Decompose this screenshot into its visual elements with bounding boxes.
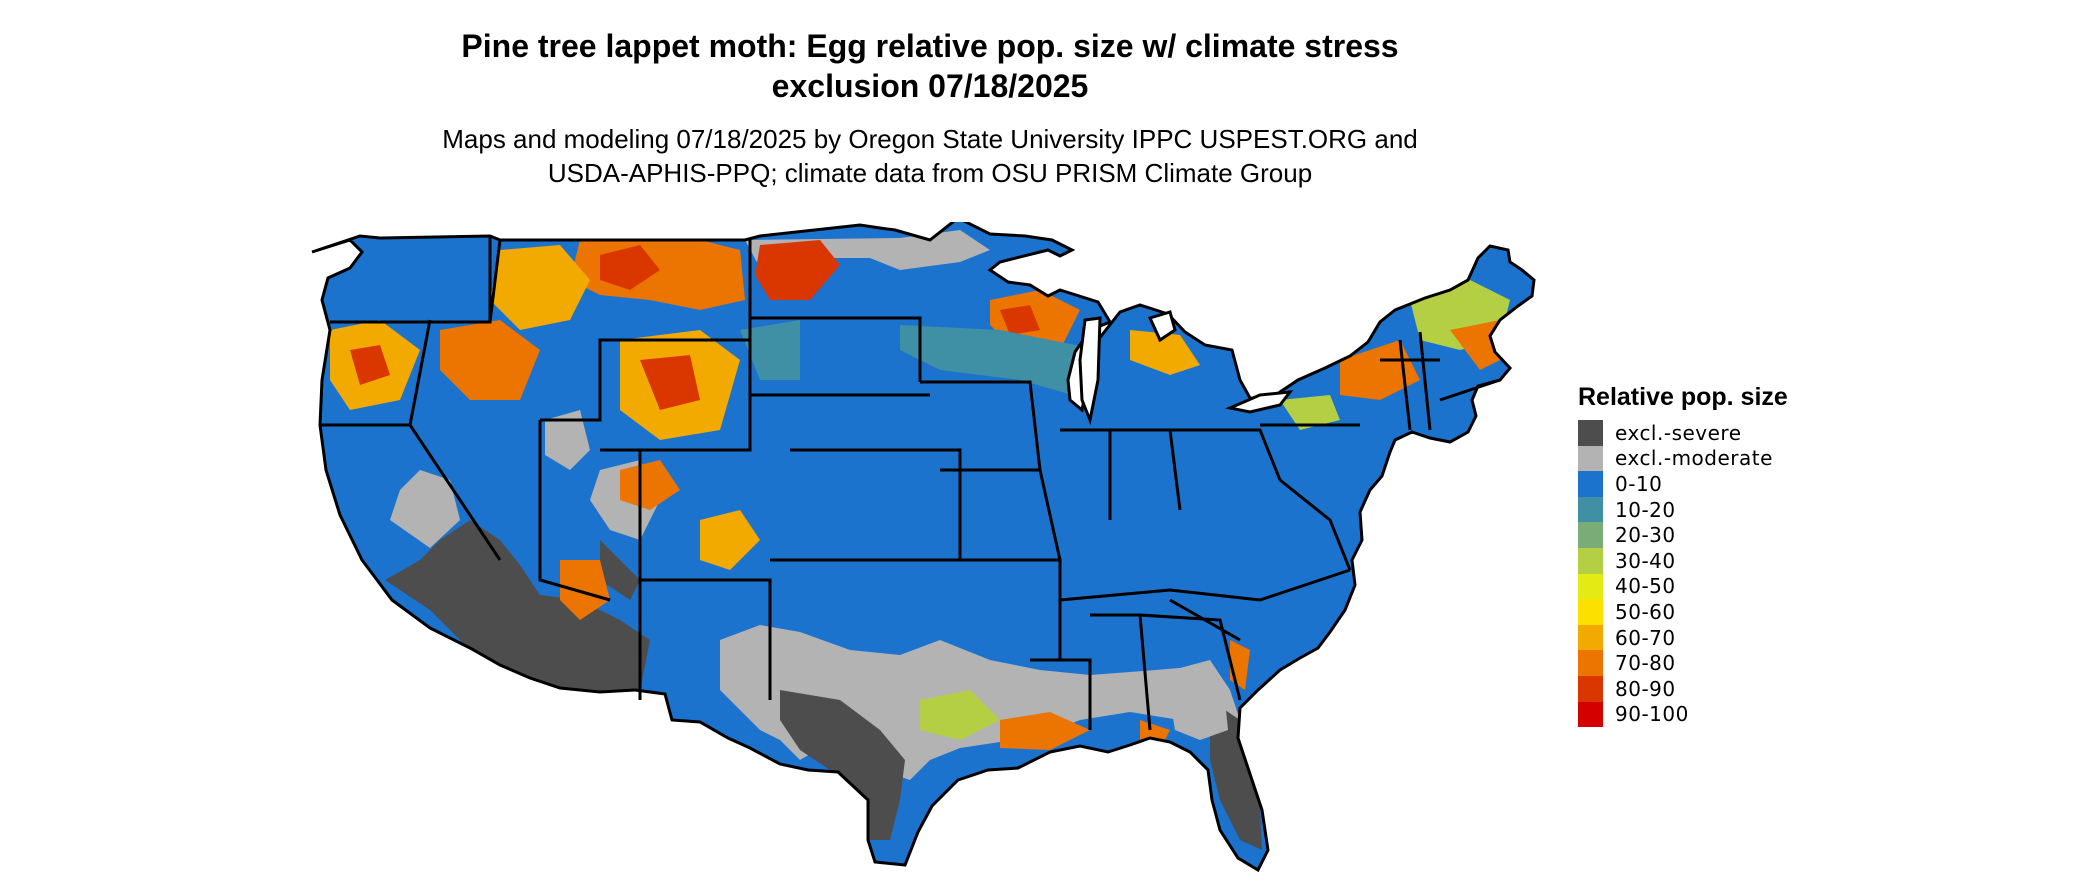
legend-label: 0-10 [1615,471,1663,496]
legend-swatch [1578,445,1603,472]
legend-swatch [1578,599,1603,625]
legend-swatch [1578,675,1603,702]
legend: Relative pop. size excl.-severe excl.-mod… [1578,380,1788,728]
legend-item: 50-60 [1578,599,1788,625]
legend-swatch [1578,420,1603,446]
map-subtitle-line-2: USDA-APHIS-PPQ; climate data from OSU PR… [547,158,1313,188]
legend-item: 60-70 [1578,624,1788,651]
legend-label: 20-30 [1615,523,1676,548]
legend-swatch [1578,496,1603,523]
map-title-line-2: exclusion 07/18/2025 [771,68,1089,104]
legend-swatch [1578,471,1603,497]
legend-item: 70-80 [1578,650,1788,676]
legend-label: 90-100 [1615,702,1689,727]
legend-item: 40-50 [1578,573,1788,600]
legend-item: 0-10 [1578,471,1788,497]
legend-label: 70-80 [1615,651,1676,676]
legend-label: 40-50 [1615,574,1676,599]
legend-item: excl.-severe [1578,420,1788,446]
legend-label: 30-40 [1615,548,1676,573]
great-lakes [1078,310,1294,426]
legend-swatch [1578,701,1603,728]
legend-item: excl.-moderate [1578,445,1788,472]
legend-items: excl.-severe excl.-moderate 0-10 10-20 20-30… [1578,420,1788,728]
map-subtitle-line-1: Maps and modeling 07/18/2025 by Oregon S… [442,124,1418,154]
legend-swatch [1578,522,1603,548]
us-map [310,222,1536,872]
legend-label: 10-20 [1615,497,1676,522]
suitability-areas [330,235,1520,750]
legend-swatch [1578,573,1603,600]
legend-label: 60-70 [1615,625,1676,650]
legend-item: 90-100 [1578,701,1788,728]
legend-label: excl.-moderate [1615,446,1773,471]
legend-label: 80-90 [1615,676,1676,701]
legend-item: 10-20 [1578,496,1788,523]
legend-label: 50-60 [1615,599,1676,624]
legend-swatch [1578,547,1603,574]
legend-title: Relative pop. size [1578,383,1788,411]
state-borders [320,236,1501,731]
legend-swatch [1578,650,1603,676]
legend-swatch [1578,624,1603,651]
legend-item: 80-90 [1578,675,1788,702]
legend-item: 20-30 [1578,522,1788,548]
legend-item: 30-40 [1578,547,1788,574]
legend-label: excl.-severe [1615,420,1742,445]
map-title-line-1: Pine tree lappet moth: Egg relative pop.… [461,28,1399,64]
